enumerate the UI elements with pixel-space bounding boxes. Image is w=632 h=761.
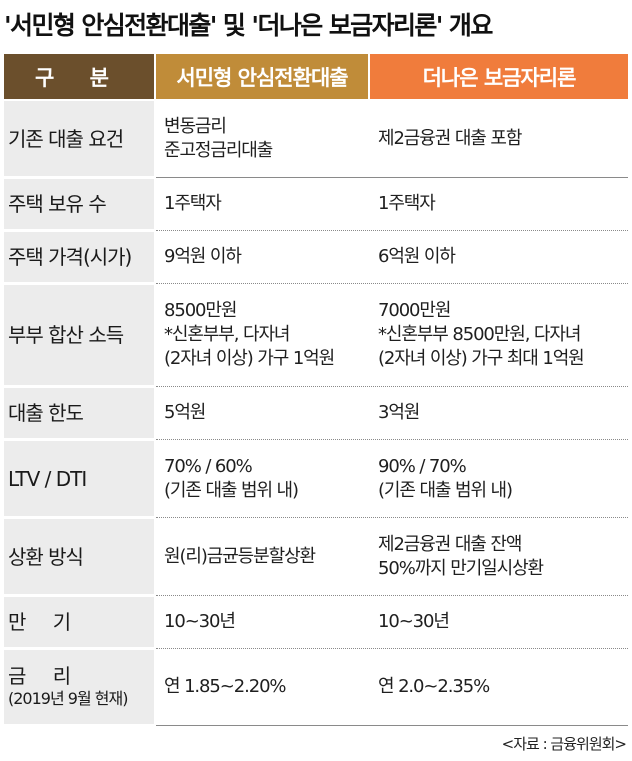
cell-line: 5억원 xyxy=(164,402,206,423)
cell-income-col2: 7000만원 *신혼부부 8500만원, 다자녀 (2자녀 이상) 가구 최대 … xyxy=(378,285,628,385)
cell-line: 8500만원 xyxy=(164,300,237,321)
page-title: '서민형 안심전환대출' 및 '더나은 보금자리론' 개요 xyxy=(4,11,493,40)
cell-ltv-dti-col1: 70% / 60% (기존 대출 범위 내) xyxy=(164,441,368,516)
cell-loan-limit-col1: 5억원 xyxy=(164,388,368,438)
cell-maturity-col1: 10~30년 xyxy=(164,597,368,647)
row-divider xyxy=(156,230,628,231)
cell-repayment-col2: 제2금융권 대출 잔액 50%까지 만기일시상환 xyxy=(378,519,628,594)
row-label-house-count: 주택 보유 수 xyxy=(4,179,154,229)
row-label-ltv-dti: LTV / DTI xyxy=(4,441,154,516)
cell-repayment-col1: 원(리)금균등분할상환 xyxy=(164,519,368,594)
cell-line: 준고정금리대출 xyxy=(164,139,273,161)
row-label-maturity: 만 기 xyxy=(4,597,154,647)
cell-line: 70% / 60% xyxy=(164,455,253,477)
row-divider xyxy=(156,439,628,440)
row-label-interest-rate: 금 리 (2019년 9월 현재) xyxy=(4,650,154,724)
row-label-repayment: 상환 방식 xyxy=(4,519,154,594)
row-divider xyxy=(156,386,628,387)
header-boguemjari-loan: 더나은 보금자리론 xyxy=(370,54,628,99)
cell-existing-loan-col2: 제2금융권 대출 포함 xyxy=(378,101,628,176)
row-divider xyxy=(156,595,628,596)
cell-ltv-dti-col2: 90% / 70% (기존 대출 범위 내) xyxy=(378,441,628,516)
cell-income-col1: 8500만원 *신혼부부, 다자녀 (2자녀 이상) 가구 1억원 xyxy=(164,285,368,385)
cell-line: 10~30년 xyxy=(378,611,450,632)
cell-house-price-col1: 9억원 이하 xyxy=(164,232,368,282)
cell-interest-rate-col2: 연 2.0~2.35% xyxy=(378,650,628,724)
row-label-existing-loan: 기존 대출 요건 xyxy=(4,101,154,176)
row-divider xyxy=(156,517,628,518)
source-note: <자료 : 금융위원회> xyxy=(501,735,627,753)
cell-line: 90% / 70% xyxy=(378,455,467,477)
cell-line: 변동금리 xyxy=(164,115,227,137)
cell-line: 1주택자 xyxy=(164,193,222,214)
cell-line: 제2금융권 대출 잔액 xyxy=(378,533,522,555)
cell-interest-rate-col1: 연 1.85~2.20% xyxy=(164,650,368,724)
cell-line: 6억원 이하 xyxy=(378,246,456,267)
cell-house-count-col1: 1주택자 xyxy=(164,179,368,229)
cell-line: 9억원 이하 xyxy=(164,246,242,267)
cell-house-count-col2: 1주택자 xyxy=(378,179,628,229)
cell-line: 50%까지 만기일시상환 xyxy=(378,557,544,579)
row-divider xyxy=(156,283,628,284)
cell-line: (기존 대출 범위 내) xyxy=(164,479,299,501)
table-bottom-rule xyxy=(156,725,628,726)
cell-line: 1주택자 xyxy=(378,193,436,214)
cell-line: (2자녀 이상) 가구 최대 1억원 xyxy=(378,348,585,369)
cell-line: (2자녀 이상) 가구 1억원 xyxy=(164,348,335,369)
cell-existing-loan-col1: 변동금리 준고정금리대출 xyxy=(164,101,368,176)
cell-line: 3억원 xyxy=(378,402,420,423)
cell-line: *신혼부부, 다자녀 xyxy=(164,324,290,345)
row-divider xyxy=(156,177,628,178)
cell-line: *신혼부부 8500만원, 다자녀 xyxy=(378,324,581,345)
row-label-loan-limit: 대출 한도 xyxy=(4,388,154,438)
row-label-income: 부부 합산 소득 xyxy=(4,285,154,385)
header-category: 구 분 xyxy=(4,54,154,99)
cell-line: 7000만원 xyxy=(378,300,451,321)
cell-line: 10~30년 xyxy=(164,611,236,632)
row-label-interest-rate-date: (2019년 9월 현재) xyxy=(8,689,128,708)
cell-house-price-col2: 6억원 이하 xyxy=(378,232,628,282)
cell-line: (기존 대출 범위 내) xyxy=(378,479,513,501)
row-label-house-price: 주택 가격(시가) xyxy=(4,232,154,282)
row-label-interest-rate-main: 금 리 xyxy=(8,664,82,688)
header-seomin-loan: 서민형 안심전환대출 xyxy=(156,54,368,99)
cell-maturity-col2: 10~30년 xyxy=(378,597,628,647)
row-divider xyxy=(156,648,628,649)
cell-line: 연 1.85~2.20% xyxy=(164,676,287,697)
cell-line: 연 2.0~2.35% xyxy=(378,676,490,697)
cell-loan-limit-col2: 3억원 xyxy=(378,388,628,438)
cell-line: 원(리)금균등분할상환 xyxy=(164,545,316,567)
cell-line: 제2금융권 대출 포함 xyxy=(378,127,522,149)
